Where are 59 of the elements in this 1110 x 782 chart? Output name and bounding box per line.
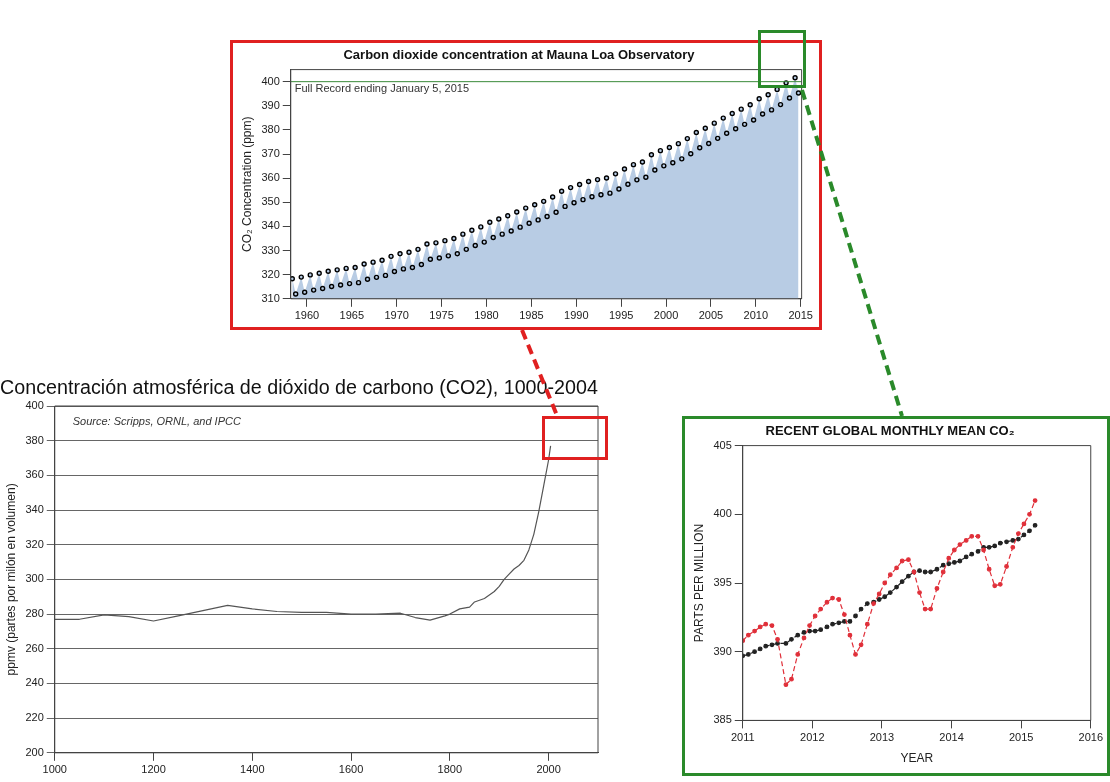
chart-title: Concentración atmosférica de dióxido de carbono (CO2), 1000-2004 [0,375,598,398]
y-tick-label: 310 [261,291,280,304]
y-tick-label: 350 [261,195,280,208]
y-tick-label: 390 [261,98,280,111]
y-tick-label: 220 [25,711,44,724]
y-axis-title: CO₂ Concentration (ppm) [239,116,254,252]
x-tick-label: 1400 [240,763,265,776]
x-tick-label: 1965 [339,309,365,322]
y-tick-label: 380 [261,122,280,135]
x-tick-label: 1985 [519,309,544,322]
x-tick-label: 2005 [698,309,724,322]
x-tick-label: 1995 [608,309,634,322]
y-tick-label: 340 [261,219,280,232]
x-tick-label: 1200 [141,763,166,776]
annotation: Full Record ending January 5, 2015 [294,82,470,95]
y-axis-title: ppmv (partes por milón en volumen) [3,483,18,676]
y-tick-label: 390 [713,644,732,657]
y-tick-label: 380 [25,433,44,446]
y-tick-label: 240 [25,676,44,689]
y-tick-label: 360 [261,171,280,184]
x-tick-label: 1960 [294,309,320,322]
y-tick-label: 400 [25,399,44,412]
annotation: Source: Scripps, ORNL, and IPCC [72,414,241,427]
y-tick-label: 300 [25,572,44,585]
x-tick-label: 1600 [338,763,364,776]
y-tick-label: 395 [713,576,732,589]
y-tick-label: 400 [261,74,280,87]
x-tick-label: 2000 [653,309,679,322]
x-tick-label: 2000 [536,763,561,776]
y-tick-label: 320 [261,267,280,280]
y-tick-label: 370 [261,147,280,160]
y-tick-label: 340 [25,503,44,516]
x-tick-label: 2011 [730,731,755,744]
y-tick-label: 200 [25,745,44,758]
x-axis-title: YEAR [900,751,934,766]
x-tick-label: 1975 [429,309,454,322]
chart-title: Carbon dioxide concentration at Mauna Loa Observatory [343,47,696,63]
x-tick-label: 1990 [564,309,589,322]
y-tick-label: 360 [25,468,44,481]
chart-title: RECENT GLOBAL MONTHLY MEAN CO₂ [765,423,1015,439]
y-tick-label: 280 [25,607,44,620]
x-tick-label: 2015 [1008,731,1034,744]
x-tick-label: 1800 [437,763,463,776]
y-tick-label: 260 [25,641,44,654]
y-axis-title: PARTS PER MILLION [691,523,706,643]
y-tick-label: 330 [261,243,280,256]
x-tick-label: 2015 [788,309,813,322]
x-tick-label: 2014 [939,731,964,744]
y-tick-label: 385 [713,713,732,726]
x-tick-label: 2013 [869,731,895,744]
y-tick-label: 320 [25,537,44,550]
x-tick-label: 2010 [743,309,769,322]
x-tick-label: 1980 [474,309,499,322]
x-tick-label: 2016 [1078,731,1104,744]
x-tick-label: 1000 [42,763,67,776]
x-tick-label: 1970 [384,309,409,322]
y-tick-label: 400 [713,507,732,520]
y-tick-label: 405 [713,438,732,451]
x-tick-label: 2012 [800,731,825,744]
